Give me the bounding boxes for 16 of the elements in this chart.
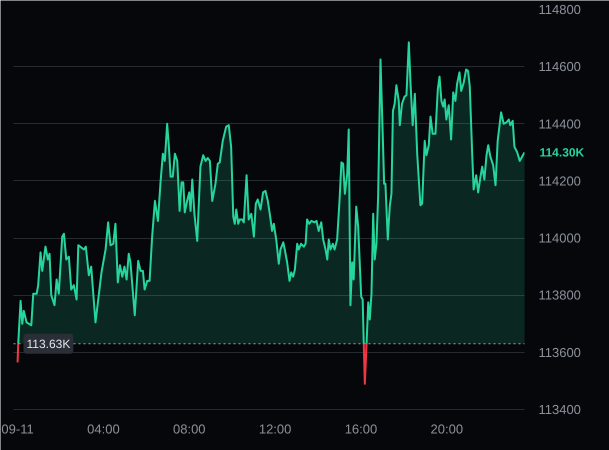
y-tick-label: 113600 [538, 344, 581, 360]
text: 114.30K [540, 145, 585, 160]
x-tick-label: 20:00 [430, 422, 464, 436]
y-tick-label: 114600 [538, 59, 581, 74]
y-tick-label: 114000 [538, 230, 581, 246]
x-tick-label: 12:00 [258, 422, 292, 436]
y-tick-label: 114800 [538, 2, 581, 17]
x-tick-label: 08:00 [173, 422, 206, 436]
y-tick-label: 114200 [538, 173, 581, 188]
x-tick-label: 04:00 [87, 422, 120, 436]
y-tick-label: 113400 [538, 402, 581, 417]
x-tick-label: 09-11 [1, 422, 34, 436]
y-tick-label: 113800 [538, 288, 581, 303]
x-tick-label: 16:00 [344, 422, 378, 436]
y-tick-label: 114400 [538, 116, 581, 132]
ref-line-label: 113.63K [26, 336, 70, 351]
